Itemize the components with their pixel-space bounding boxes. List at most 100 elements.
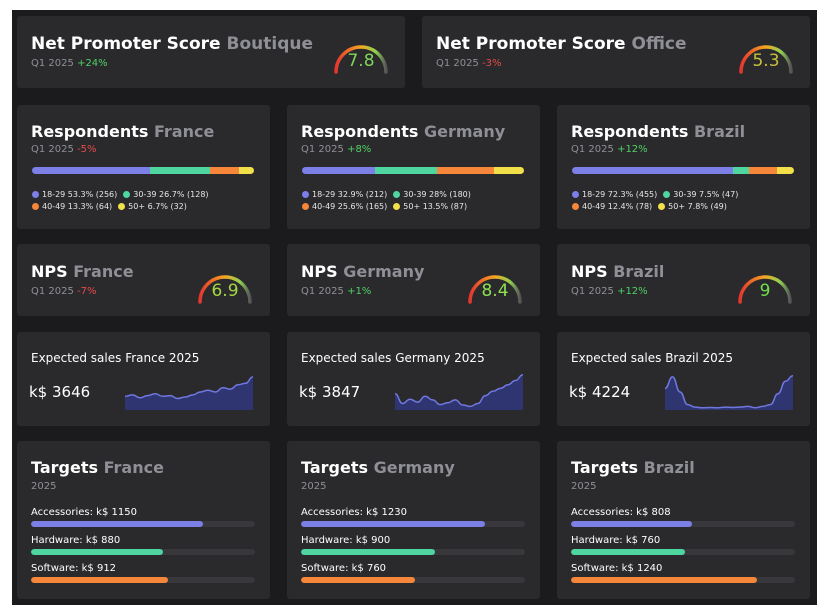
card-title: Targets France bbox=[31, 458, 164, 477]
card-title: Expected sales Germany 2025 bbox=[301, 351, 485, 365]
nps-germany-card: NPS Germany Q1 2025 +1% 8.4 bbox=[287, 244, 540, 316]
respondents-france-card: Respondents France Q1 2025 -5% 18-29 53.3%… bbox=[17, 105, 270, 229]
age-legend: 18-29 72.3% (455) 30-39 7.5% (47) 40-49 12… bbox=[572, 189, 744, 213]
card-period: Q1 2025 -3% bbox=[436, 58, 502, 69]
legend-item: 30-39 28% (180) bbox=[393, 189, 471, 201]
legend-item: 40-49 13.3% (64) bbox=[32, 201, 112, 213]
target-accessories-label: Accessories: k$ 808 bbox=[571, 507, 671, 518]
gauge: 9 bbox=[733, 264, 797, 306]
gauge: 6.9 bbox=[193, 264, 257, 306]
age-segment bbox=[239, 167, 254, 174]
legend-item: 40-49 12.4% (78) bbox=[572, 201, 652, 213]
card-title: Targets Germany bbox=[301, 458, 455, 477]
change-badge: +12% bbox=[617, 286, 648, 297]
target-accessories-label: Accessories: k$ 1150 bbox=[31, 507, 137, 518]
target-accessories-bar bbox=[301, 521, 525, 527]
card-title: NPS Germany bbox=[301, 262, 425, 281]
age-segment bbox=[572, 167, 733, 174]
card-title: Respondents Brazil bbox=[571, 122, 746, 141]
age-distribution-bar bbox=[572, 167, 794, 174]
gauge-value: 6.9 bbox=[211, 281, 239, 301]
age-segment bbox=[32, 167, 151, 174]
nps-boutique-card: Net Promoter Score Boutique Q1 2025 +24%… bbox=[17, 16, 405, 88]
card-title: Targets Brazil bbox=[571, 458, 695, 477]
gauge-value: 8.4 bbox=[481, 281, 509, 301]
gauge-value: 7.8 bbox=[347, 51, 375, 71]
target-software-label: Software: k$ 760 bbox=[301, 563, 387, 574]
target-hardware-bar bbox=[301, 549, 525, 555]
card-period: Q1 2025 +12% bbox=[571, 144, 648, 155]
respondents-germany-card: Respondents Germany Q1 2025 +8% 18-29 32.9… bbox=[287, 105, 540, 229]
legend-dot-icon bbox=[572, 191, 579, 198]
gauge-arc-icon bbox=[468, 275, 522, 304]
target-hardware-label: Hardware: k$ 880 bbox=[31, 535, 121, 546]
card-title: Respondents France bbox=[31, 122, 215, 141]
card-year: 2025 bbox=[571, 481, 597, 492]
target-fill bbox=[571, 577, 757, 583]
change-badge: -5% bbox=[77, 144, 97, 155]
expected-sales-brazil-card: Expected sales Brazil 2025 k$ 4224 bbox=[557, 332, 810, 426]
targets-france-card: Targets France 2025 Accessories: k$ 1150 Ha… bbox=[17, 441, 270, 599]
target-hardware-label: Hardware: k$ 900 bbox=[301, 535, 391, 546]
sales-sparkline bbox=[394, 373, 524, 410]
age-segment bbox=[494, 167, 524, 174]
sparkline-line bbox=[664, 375, 794, 409]
age-segment bbox=[150, 167, 210, 174]
gauge-arc-icon bbox=[198, 275, 252, 304]
age-segment bbox=[209, 167, 240, 174]
sales-sparkline bbox=[664, 374, 794, 410]
target-fill bbox=[31, 521, 204, 527]
targets-germany-card: Targets Germany 2025 Accessories: k$ 1230 H… bbox=[287, 441, 540, 599]
age-segment bbox=[302, 167, 376, 174]
gauge-arc-icon bbox=[738, 275, 792, 304]
card-period: Q1 2025 +24% bbox=[31, 58, 108, 69]
legend-dot-icon bbox=[393, 191, 401, 198]
gauge: 8.4 bbox=[463, 264, 527, 306]
legend-item: 50+ 7.8% (49) bbox=[658, 201, 727, 213]
sparkline-area bbox=[395, 374, 523, 410]
legend-dot-icon bbox=[32, 203, 39, 210]
card-title: Expected sales Brazil 2025 bbox=[571, 351, 734, 365]
gauge: 5.3 bbox=[734, 34, 798, 76]
legend-item: 50+ 13.5% (87) bbox=[393, 201, 467, 213]
target-hardware-bar bbox=[571, 549, 795, 555]
card-title: NPS France bbox=[31, 262, 134, 281]
card-title: Expected sales France 2025 bbox=[31, 351, 200, 365]
legend-dot-icon bbox=[32, 191, 39, 198]
target-hardware-label: Hardware: k$ 760 bbox=[571, 535, 661, 546]
legend-item: 30-39 26.7% (128) bbox=[123, 189, 209, 201]
legend-item: 18-29 32.9% (212) bbox=[302, 189, 387, 201]
legend-item: 18-29 72.3% (455) bbox=[572, 189, 657, 201]
target-fill bbox=[301, 521, 485, 527]
card-title: Respondents Germany bbox=[301, 122, 506, 141]
respondents-brazil-card: Respondents Brazil Q1 2025 +12% 18-29 72.3… bbox=[557, 105, 810, 229]
legend-dot-icon bbox=[658, 203, 666, 210]
age-legend: 18-29 32.9% (212) 30-39 28% (180) 40-49 25… bbox=[302, 189, 477, 213]
age-segment bbox=[776, 167, 794, 174]
card-period: Q1 2025 +1% bbox=[301, 286, 372, 297]
target-software-label: Software: k$ 1240 bbox=[571, 563, 663, 574]
age-legend: 18-29 53.3% (256) 30-39 26.7% (128) 40-49 … bbox=[32, 189, 215, 213]
target-fill bbox=[571, 549, 686, 555]
sales-value: k$ 3847 bbox=[299, 383, 361, 401]
sales-value: k$ 3646 bbox=[29, 383, 91, 401]
target-fill bbox=[301, 577, 416, 583]
target-software-bar bbox=[301, 577, 525, 583]
nps-office-card: Net Promoter Score Office Q1 2025 -3% 5.… bbox=[422, 16, 810, 88]
card-title: NPS Brazil bbox=[571, 262, 665, 281]
legend-dot-icon bbox=[302, 203, 309, 210]
target-accessories-label: Accessories: k$ 1230 bbox=[301, 507, 407, 518]
card-period: Q1 2025 -7% bbox=[31, 286, 97, 297]
age-distribution-bar bbox=[32, 167, 254, 174]
target-fill bbox=[31, 577, 168, 583]
sparkline-line bbox=[394, 373, 524, 408]
target-software-bar bbox=[31, 577, 255, 583]
legend-item: 30-39 7.5% (47) bbox=[663, 189, 738, 201]
card-period: Q1 2025 -5% bbox=[31, 144, 97, 155]
gauge-value: 9 bbox=[759, 281, 771, 301]
target-fill bbox=[571, 521, 692, 527]
change-badge: +1% bbox=[347, 286, 372, 297]
gauge-arc-icon bbox=[334, 45, 388, 74]
card-year: 2025 bbox=[31, 481, 57, 492]
change-badge: +12% bbox=[617, 144, 648, 155]
